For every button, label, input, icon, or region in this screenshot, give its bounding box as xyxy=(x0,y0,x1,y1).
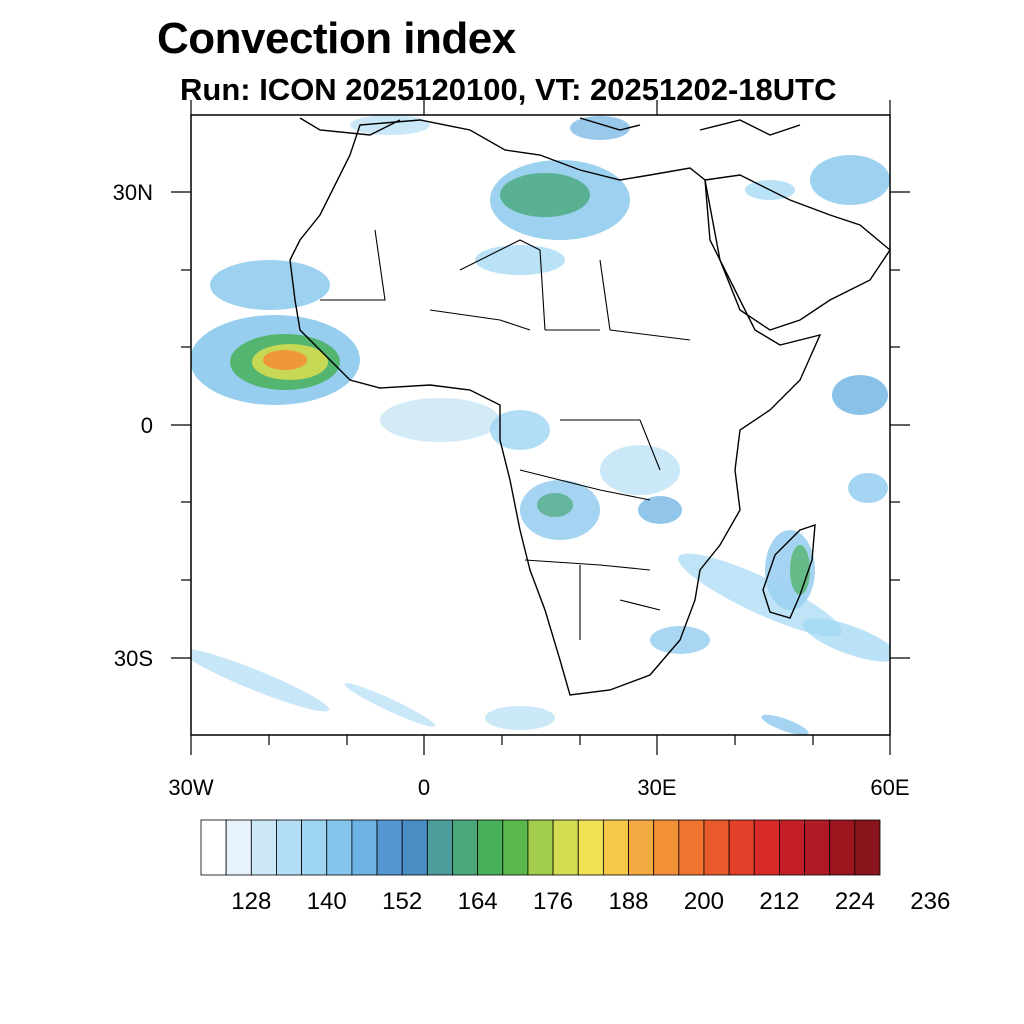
convection-blob xyxy=(848,473,888,503)
convection-blob xyxy=(380,398,500,442)
colorbar-swatch xyxy=(250,819,277,876)
colorbar-swatch xyxy=(804,819,831,876)
convection-fields xyxy=(191,115,890,735)
convection-blob xyxy=(210,260,330,310)
convection-blob xyxy=(570,116,630,140)
convection-blob xyxy=(537,493,573,517)
colorbar-swatch xyxy=(854,819,881,876)
colorbar-swatch xyxy=(326,819,353,876)
colorbar-swatch xyxy=(200,819,227,876)
colorbar-label: 128 xyxy=(231,888,272,915)
colorbar-label: 176 xyxy=(533,888,574,915)
colorbar-swatch xyxy=(376,819,403,876)
colorbar-swatch xyxy=(628,819,655,876)
convection-blob xyxy=(191,648,330,712)
convection-blob xyxy=(344,683,436,727)
colorbar-label: 200 xyxy=(683,888,724,915)
colorbar-swatch xyxy=(527,819,554,876)
axis-ticks xyxy=(171,100,910,755)
colorbar-swatch xyxy=(728,819,755,876)
colorbar-swatch xyxy=(351,819,378,876)
x-tick-label: 30W xyxy=(168,775,214,800)
colorbar-swatch xyxy=(452,819,479,876)
convection-blob xyxy=(600,445,680,495)
colorbar-swatch xyxy=(301,819,328,876)
x-tick-label: 60E xyxy=(870,775,910,800)
colorbar-label: 212 xyxy=(759,888,800,915)
colorbar-swatch xyxy=(577,819,604,876)
colorbar-swatch xyxy=(426,819,453,876)
colorbar-swatch xyxy=(753,819,780,876)
y-tick-label: 30N xyxy=(112,180,153,205)
convection-blob xyxy=(790,545,810,595)
x-tick-label: 0 xyxy=(417,775,431,800)
y-tick-label: 0 xyxy=(140,413,153,438)
colorbar-label: 140 xyxy=(306,888,347,915)
colorbar-swatch xyxy=(829,819,856,876)
colorbar-swatch xyxy=(401,819,428,876)
colorbar-label: 224 xyxy=(834,888,875,915)
convection-blob xyxy=(802,618,890,662)
colorbar-swatch xyxy=(602,819,629,876)
colorbar-label: 188 xyxy=(608,888,649,915)
convection-blob xyxy=(810,155,890,205)
colorbar-swatch xyxy=(477,819,504,876)
arabia-outline xyxy=(704,174,890,331)
borders xyxy=(320,229,691,640)
madagascar-outline xyxy=(762,523,816,619)
convection-blob xyxy=(475,245,565,275)
convection-blob xyxy=(500,173,590,217)
colorbar-swatch xyxy=(502,819,529,876)
coastlines xyxy=(289,117,890,696)
convection-blob xyxy=(490,410,550,450)
chart-subtitle: Run: ICON 2025120100, VT: 20251202-18UTC xyxy=(180,72,837,107)
y-tick-label: 30S xyxy=(113,646,153,671)
convection-blob xyxy=(263,350,307,370)
convection-blob xyxy=(678,553,842,637)
colorbar-swatch xyxy=(653,819,680,876)
convection-blob xyxy=(485,706,555,730)
colorbar-swatch xyxy=(678,819,705,876)
convection-blob xyxy=(832,375,888,415)
europe-outline xyxy=(299,117,801,136)
colorbar-swatch xyxy=(276,819,302,876)
colorbar-swatch xyxy=(703,819,730,876)
convection-blob xyxy=(638,496,682,524)
africa-outline xyxy=(289,119,822,696)
convection-blob xyxy=(761,714,809,735)
colorbar-label: 236 xyxy=(910,888,951,915)
x-tick-label: 30E xyxy=(637,775,677,800)
colorbar-swatch xyxy=(779,819,805,876)
colorbar-label: 164 xyxy=(457,888,498,915)
colorbar-swatch xyxy=(225,819,252,876)
colorbar-label: 152 xyxy=(382,888,423,915)
colorbar-swatch xyxy=(552,819,579,876)
colorbar xyxy=(200,819,881,876)
chart-title: Convection index xyxy=(157,14,516,63)
